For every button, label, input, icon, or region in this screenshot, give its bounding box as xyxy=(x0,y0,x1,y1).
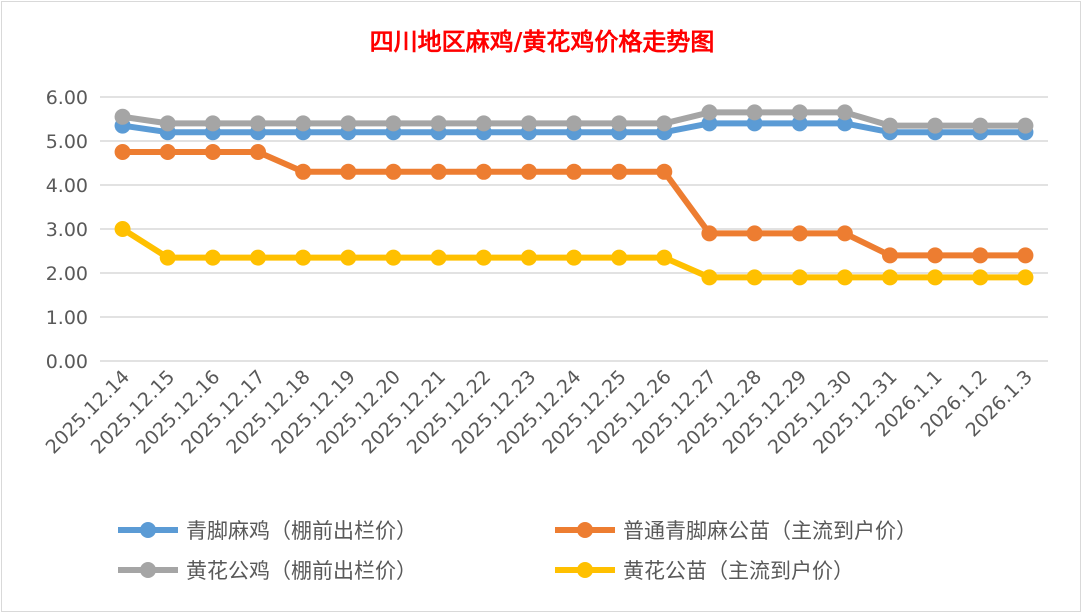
legend-label: 黄花公苗（主流到户价） xyxy=(623,559,854,583)
data-point xyxy=(475,115,492,132)
data-point xyxy=(791,104,808,121)
legend-label: 青脚麻鸡（棚前出栏价） xyxy=(186,519,417,543)
data-point xyxy=(520,163,537,180)
data-point xyxy=(1017,247,1034,264)
data-point xyxy=(204,249,221,266)
data-point xyxy=(159,115,176,132)
data-point xyxy=(340,115,357,132)
legend-label: 普通青脚麻公苗（主流到户价） xyxy=(623,519,917,543)
data-point xyxy=(746,115,763,132)
data-point xyxy=(746,225,763,242)
data-point xyxy=(250,144,266,160)
y-tick-label: 5.00 xyxy=(46,131,88,153)
chart-title: 四川地区麻鸡/黄花鸡价格走势图 xyxy=(370,27,715,56)
data-point xyxy=(385,163,402,180)
data-point xyxy=(836,269,853,286)
y-tick-label: 2.00 xyxy=(46,263,88,285)
data-point xyxy=(204,144,221,160)
legend-marker xyxy=(140,562,156,578)
data-point xyxy=(927,247,944,264)
data-point xyxy=(520,249,537,266)
data-point xyxy=(566,249,582,266)
data-point xyxy=(520,115,537,132)
data-point xyxy=(475,249,492,266)
legend-item: 黄花公鸡（棚前出栏价） xyxy=(118,559,417,583)
data-point xyxy=(340,249,357,266)
data-point xyxy=(972,247,989,264)
data-point xyxy=(430,163,447,180)
y-tick-label: 3.00 xyxy=(46,219,88,241)
data-point xyxy=(159,249,176,266)
legend-item: 青脚麻鸡（棚前出栏价） xyxy=(118,519,417,543)
data-point xyxy=(836,104,853,121)
data-point xyxy=(791,225,808,242)
data-point xyxy=(611,115,628,132)
data-point xyxy=(340,163,357,180)
legend-marker xyxy=(140,522,156,538)
data-point xyxy=(566,163,582,180)
data-point xyxy=(430,249,447,266)
data-point xyxy=(701,104,718,121)
data-point xyxy=(972,117,989,134)
data-point xyxy=(791,115,808,132)
data-point xyxy=(114,108,131,125)
legend-marker xyxy=(577,522,593,538)
data-point xyxy=(295,163,312,180)
data-point xyxy=(701,225,718,242)
data-point xyxy=(656,163,673,180)
data-point xyxy=(204,115,221,132)
data-point xyxy=(114,221,131,237)
data-point xyxy=(295,115,312,132)
data-point xyxy=(746,269,763,286)
series-3 xyxy=(114,221,1034,286)
data-point xyxy=(836,225,853,242)
data-point xyxy=(159,144,176,160)
data-point xyxy=(656,249,673,266)
data-point xyxy=(791,269,808,286)
data-point xyxy=(836,115,853,132)
data-point xyxy=(927,117,944,134)
data-point xyxy=(611,163,628,180)
data-point xyxy=(385,115,402,132)
y-tick-label: 4.00 xyxy=(46,175,88,197)
y-tick-label: 0.00 xyxy=(46,351,88,373)
data-point xyxy=(701,115,718,132)
data-point xyxy=(566,115,582,132)
legend-item: 普通青脚麻公苗（主流到户价） xyxy=(555,519,917,543)
data-point xyxy=(475,163,492,180)
data-point xyxy=(1017,117,1034,134)
data-point xyxy=(1017,269,1034,286)
series-1 xyxy=(114,144,1034,264)
data-point xyxy=(927,269,944,286)
legend-marker xyxy=(577,562,593,578)
data-point xyxy=(656,115,673,132)
data-point xyxy=(882,117,898,134)
data-point xyxy=(611,249,628,266)
data-point xyxy=(385,249,402,266)
data-point xyxy=(701,269,718,286)
data-point xyxy=(746,104,763,121)
legend-item: 黄花公苗（主流到户价） xyxy=(555,559,854,583)
data-point xyxy=(882,269,898,286)
legend-label: 黄花公鸡（棚前出栏价） xyxy=(186,559,417,583)
series-2 xyxy=(114,104,1034,134)
data-point xyxy=(250,115,266,132)
data-point xyxy=(114,144,131,160)
y-tick-label: 6.00 xyxy=(46,87,88,109)
data-point xyxy=(250,249,266,266)
data-point xyxy=(430,115,447,132)
data-point xyxy=(972,269,989,286)
data-point xyxy=(295,249,312,266)
y-tick-label: 1.00 xyxy=(46,307,88,329)
data-point xyxy=(882,247,898,264)
